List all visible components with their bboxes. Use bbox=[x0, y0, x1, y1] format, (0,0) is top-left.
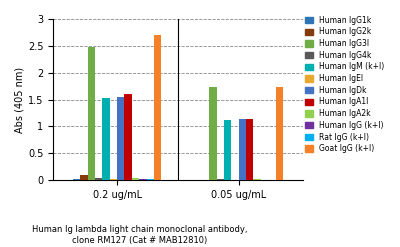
Bar bbox=[154, 35, 161, 180]
Bar bbox=[246, 119, 254, 180]
Y-axis label: Abs (405 nm): Abs (405 nm) bbox=[15, 66, 25, 133]
Bar bbox=[132, 178, 139, 180]
Bar bbox=[217, 179, 224, 180]
Bar bbox=[80, 175, 88, 180]
Bar bbox=[146, 179, 154, 180]
Text: Human Ig lambda light chain monoclonal antibody,
clone RM127 (Cat # MAB12810): Human Ig lambda light chain monoclonal a… bbox=[32, 225, 248, 245]
Bar bbox=[224, 120, 232, 180]
Bar bbox=[95, 178, 102, 180]
Bar bbox=[254, 179, 261, 180]
Bar bbox=[209, 87, 217, 180]
Bar bbox=[124, 94, 132, 180]
Bar bbox=[276, 87, 283, 180]
Bar bbox=[102, 98, 110, 180]
Bar bbox=[117, 97, 124, 180]
Bar bbox=[139, 179, 146, 180]
Bar bbox=[88, 47, 95, 180]
Bar bbox=[73, 179, 80, 180]
Bar bbox=[239, 120, 246, 180]
Legend: Human IgG1k, Human IgG2k, Human IgG3l, Human IgG4k, Human IgM (k+l), Human IgEl,: Human IgG1k, Human IgG2k, Human IgG3l, H… bbox=[305, 16, 384, 153]
Bar bbox=[110, 179, 117, 180]
